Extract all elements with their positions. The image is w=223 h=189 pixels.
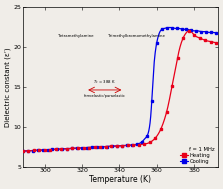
X-axis label: Temperature (K): Temperature (K) xyxy=(89,175,151,184)
Legend: f = 1 MHz, Heating, Cooling: f = 1 MHz, Heating, Cooling xyxy=(179,146,215,164)
Y-axis label: Dielectric constant (ε’): Dielectric constant (ε’) xyxy=(5,47,11,127)
Text: Tetramethylamine: Tetramethylamine xyxy=(58,34,93,38)
Text: ferroelastic/paraelastic: ferroelastic/paraelastic xyxy=(84,94,126,98)
Text: Trimethylbromomethylamine: Trimethylbromomethylamine xyxy=(108,34,165,38)
Text: $T_c$ = 388 K: $T_c$ = 388 K xyxy=(93,78,116,86)
